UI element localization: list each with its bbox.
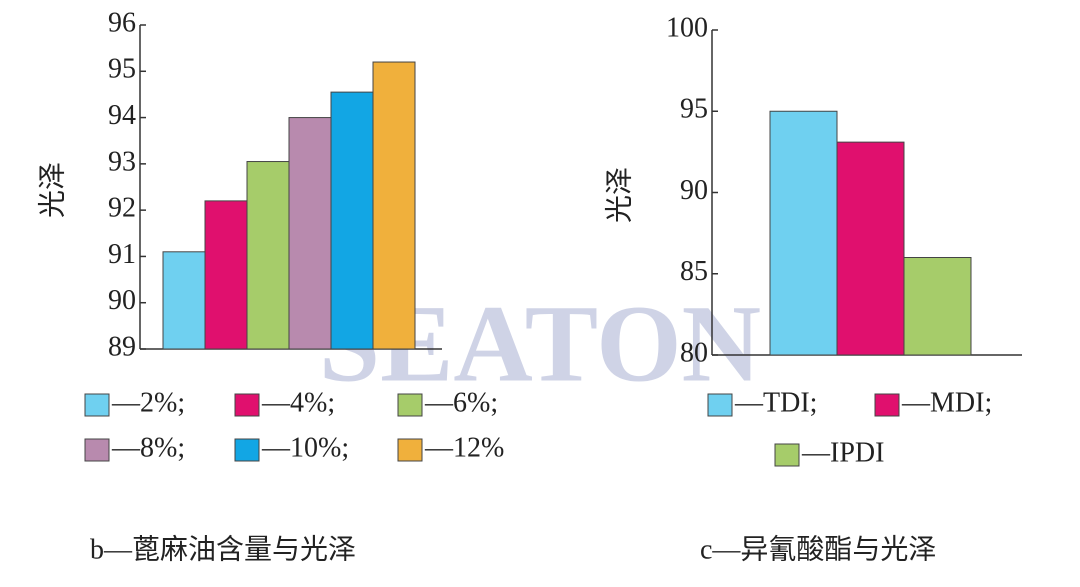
y-tick-label: 94: [108, 100, 136, 131]
bar: [162, 251, 206, 350]
bar: [288, 117, 332, 350]
legend-label: —TDI;: [734, 387, 817, 418]
y-tick-label: 85: [680, 256, 708, 287]
y-axis-title: 光泽: [36, 162, 68, 218]
y-tick-label: 95: [680, 94, 708, 125]
y-tick-label: 90: [108, 285, 136, 316]
caption: b—蓖麻油含量与光泽: [90, 533, 356, 565]
y-tick-label: 92: [108, 193, 136, 224]
y-tick-label: 91: [108, 239, 136, 270]
legend-swatch: [84, 393, 110, 417]
bar: [769, 110, 838, 356]
legend-swatch: [774, 443, 800, 467]
y-tick-label: 100: [666, 12, 708, 43]
y-tick-label: 95: [108, 54, 136, 85]
legend-swatch: [397, 393, 423, 417]
legend-label: —12%: [424, 432, 504, 463]
legend-swatch: [234, 438, 260, 462]
bar: [246, 161, 290, 350]
legend-swatch: [84, 438, 110, 462]
legend-label: —8%;: [111, 432, 185, 463]
bar: [372, 61, 416, 350]
y-tick-label: 80: [680, 337, 708, 368]
legend-swatch: [397, 438, 423, 462]
y-tick-label: 89: [108, 331, 136, 362]
legend-label: —IPDI: [801, 437, 884, 468]
legend-label: —10%;: [261, 432, 349, 463]
legend-label: —2%;: [111, 387, 185, 418]
bar: [903, 257, 972, 356]
bar: [836, 141, 905, 356]
y-tick-label: 90: [680, 175, 708, 206]
y-tick-label: 93: [108, 146, 136, 177]
legend-swatch: [234, 393, 260, 417]
y-tick-label: 96: [108, 7, 136, 38]
legend-label: —6%;: [424, 387, 498, 418]
legend-swatch: [707, 393, 733, 417]
y-axis-title: 光泽: [603, 167, 635, 223]
legend-label: —4%;: [261, 387, 335, 418]
legend-label: —MDI;: [901, 387, 992, 418]
bar: [204, 200, 248, 350]
legend-swatch: [874, 393, 900, 417]
bar: [330, 91, 374, 350]
caption: c—异氰酸酯与光泽: [700, 533, 936, 565]
